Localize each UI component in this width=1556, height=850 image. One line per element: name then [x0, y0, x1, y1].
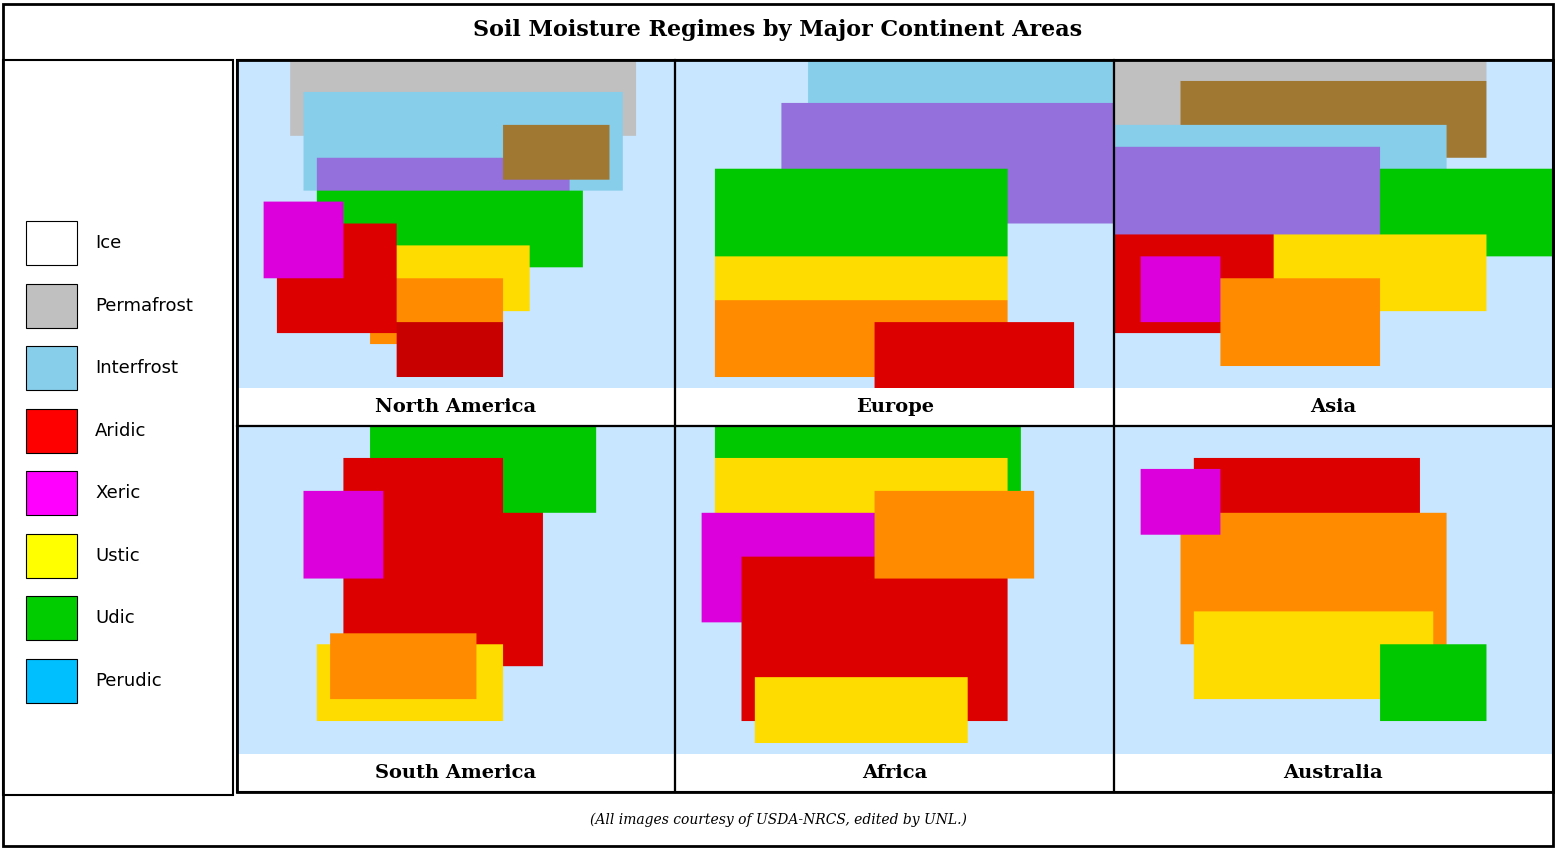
Text: (All images courtesy of USDA-NRCS, edited by UNL.): (All images courtesy of USDA-NRCS, edite… — [590, 813, 966, 827]
FancyBboxPatch shape — [26, 659, 76, 703]
FancyBboxPatch shape — [26, 409, 76, 453]
Text: Ice: Ice — [95, 235, 121, 252]
Text: Xeric: Xeric — [95, 484, 140, 502]
FancyBboxPatch shape — [26, 471, 76, 515]
Text: South America: South America — [375, 764, 537, 782]
Text: Permafrost: Permafrost — [95, 297, 193, 314]
FancyBboxPatch shape — [26, 534, 76, 578]
FancyBboxPatch shape — [26, 284, 76, 328]
Text: Asia: Asia — [1310, 398, 1357, 416]
Text: Ustic: Ustic — [95, 547, 140, 564]
Text: Soil Moisture Regimes by Major Continent Areas: Soil Moisture Regimes by Major Continent… — [473, 19, 1083, 41]
Text: Udic: Udic — [95, 609, 135, 627]
Text: Perudic: Perudic — [95, 672, 162, 690]
Text: Interfrost: Interfrost — [95, 360, 179, 377]
FancyBboxPatch shape — [26, 346, 76, 390]
FancyBboxPatch shape — [26, 221, 76, 265]
Text: Aridic: Aridic — [95, 422, 146, 439]
Text: North America: North America — [375, 398, 537, 416]
FancyBboxPatch shape — [26, 596, 76, 640]
Text: Australia: Australia — [1284, 764, 1383, 782]
Text: Africa: Africa — [862, 764, 927, 782]
Text: Europe: Europe — [856, 398, 934, 416]
